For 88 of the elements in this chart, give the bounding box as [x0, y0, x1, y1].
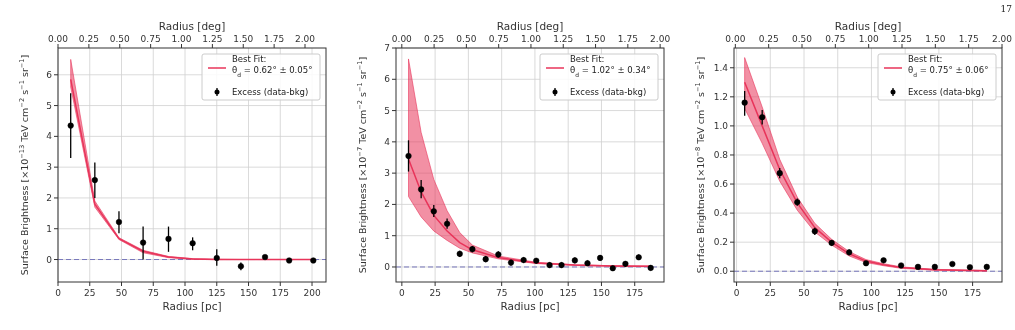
x2-tick-label: 1.75	[617, 34, 638, 44]
y-tick-label: 6	[46, 69, 53, 80]
y-tick-label: 3	[46, 162, 52, 173]
y-tick-label: 0	[46, 254, 53, 265]
x2-tick-label: 0.25	[424, 34, 445, 44]
x-tick-label: 100	[862, 288, 881, 298]
y-tick-label: 1.0	[713, 120, 729, 131]
x2-tick-label: 1.25	[553, 34, 574, 44]
y-tick-label: 6	[384, 74, 391, 85]
y-tick-label: 0.2	[713, 237, 728, 248]
x2-axis-title: Radius [deg]	[496, 20, 564, 32]
y-tick-label: 0.6	[713, 179, 729, 190]
legend-label: Excess (data-bkg)	[232, 87, 309, 97]
x-tick-label: 150	[239, 288, 258, 298]
x-tick-label: 175	[271, 288, 289, 298]
x-tick-label: 75	[147, 288, 159, 298]
x-axis-title: Radius [pc]	[838, 300, 898, 312]
x-tick-label: 50	[115, 288, 128, 298]
x2-tick-label: 0.75	[488, 34, 509, 44]
y-tick-label: 5	[384, 105, 390, 116]
legend-label: Excess (data-bkg)	[570, 87, 647, 97]
x-tick-label: 25	[764, 288, 777, 298]
x-axis-title: Radius [pc]	[162, 300, 222, 312]
x-tick-label: 50	[798, 288, 810, 298]
legend-label: Best Fit: θ$_{d}$ = 1.02° ± 0.34°	[570, 54, 651, 78]
x2-tick-label: 1.75	[264, 34, 285, 44]
x2-tick-label: 2.00	[650, 34, 671, 44]
x-tick-label: 125	[559, 288, 577, 298]
x-tick-label: 75	[495, 288, 508, 298]
x2-tick-label: 0.00	[391, 34, 413, 44]
x-tick-label: 150	[930, 288, 948, 298]
x-tick-label: 0	[733, 288, 740, 298]
y-tick-label: 0.8	[713, 149, 729, 160]
text: 17	[1000, 4, 1013, 14]
y-tick-label: 5	[46, 100, 52, 111]
y-tick-label: 0	[384, 261, 391, 272]
y-tick-label: 1.2	[713, 91, 728, 102]
y-tick-label: 1	[384, 230, 390, 241]
x2-tick-label: 1.50	[585, 34, 606, 44]
y-tick-label: 3	[384, 168, 390, 179]
x-tick-label: 150	[592, 288, 611, 298]
x-tick-label: 50	[462, 288, 475, 298]
y-tick-label: 4	[46, 131, 53, 142]
x2-tick-label: 1.00	[520, 34, 542, 44]
x2-tick-label: 1.75	[958, 34, 979, 44]
legend-label: Best Fit: θ$_{d}$ = 0.62° ± 0.05°	[232, 54, 313, 78]
x-tick-label: 0	[55, 288, 62, 298]
x2-tick-label: 0.00	[725, 34, 746, 44]
x2-tick-label: 2.00	[991, 34, 1013, 44]
x2-tick-label: 0.75	[140, 34, 161, 44]
y-tick-label: 7	[384, 42, 390, 53]
x2-axis-title: Radius [deg]	[158, 20, 226, 32]
x-tick-label: 25	[429, 288, 441, 298]
x-tick-label: 100	[526, 288, 544, 298]
x2-tick-label: 2.00	[294, 34, 316, 44]
x2-axis-title: Radius [deg]	[834, 20, 902, 32]
x-tick-label: 75	[831, 288, 844, 298]
legend-label: Excess (data-bkg)	[908, 87, 985, 97]
x2-tick-label: 0.75	[825, 34, 846, 44]
y-tick-label: 0.4	[713, 208, 729, 219]
y-tick-label: 1.4	[713, 62, 729, 73]
x-tick-label: 175	[964, 288, 982, 298]
x2-tick-label: 1.25	[891, 34, 913, 44]
y-tick-label: 0.0	[713, 266, 729, 277]
x2-tick-label: 1.00	[858, 34, 879, 44]
x2-tick-label: 0.50	[109, 34, 131, 44]
x-tick-label: 125	[896, 288, 914, 298]
y-tick-label: 1	[46, 223, 52, 234]
x2-tick-label: 1.00	[171, 34, 192, 44]
x2-tick-label: 1.50	[233, 34, 254, 44]
x-tick-label: 175	[626, 288, 644, 298]
y-tick-label: 2	[46, 192, 52, 203]
y-tick-label: 4	[384, 136, 391, 147]
x-tick-label: 25	[84, 288, 96, 298]
x2-tick-label: 0.50	[456, 34, 477, 44]
x-tick-label: 100	[176, 288, 194, 298]
x-axis-title: Radius [pc]	[500, 300, 560, 312]
x-tick-label: 0	[398, 288, 405, 298]
x2-tick-label: 0.50	[791, 34, 813, 44]
legend-label: Best Fit: θ$_{d}$ = 0.75° ± 0.06°	[908, 54, 989, 78]
x-tick-label: 125	[208, 288, 226, 298]
x2-tick-label: 1.25	[202, 34, 223, 44]
x2-tick-label: 0.00	[47, 34, 69, 44]
x2-tick-label: 0.25	[78, 34, 99, 44]
x2-tick-label: 1.50	[925, 34, 946, 44]
x-tick-label: 200	[303, 288, 321, 298]
x2-tick-label: 0.25	[758, 34, 779, 44]
y-tick-label: 2	[384, 199, 390, 210]
